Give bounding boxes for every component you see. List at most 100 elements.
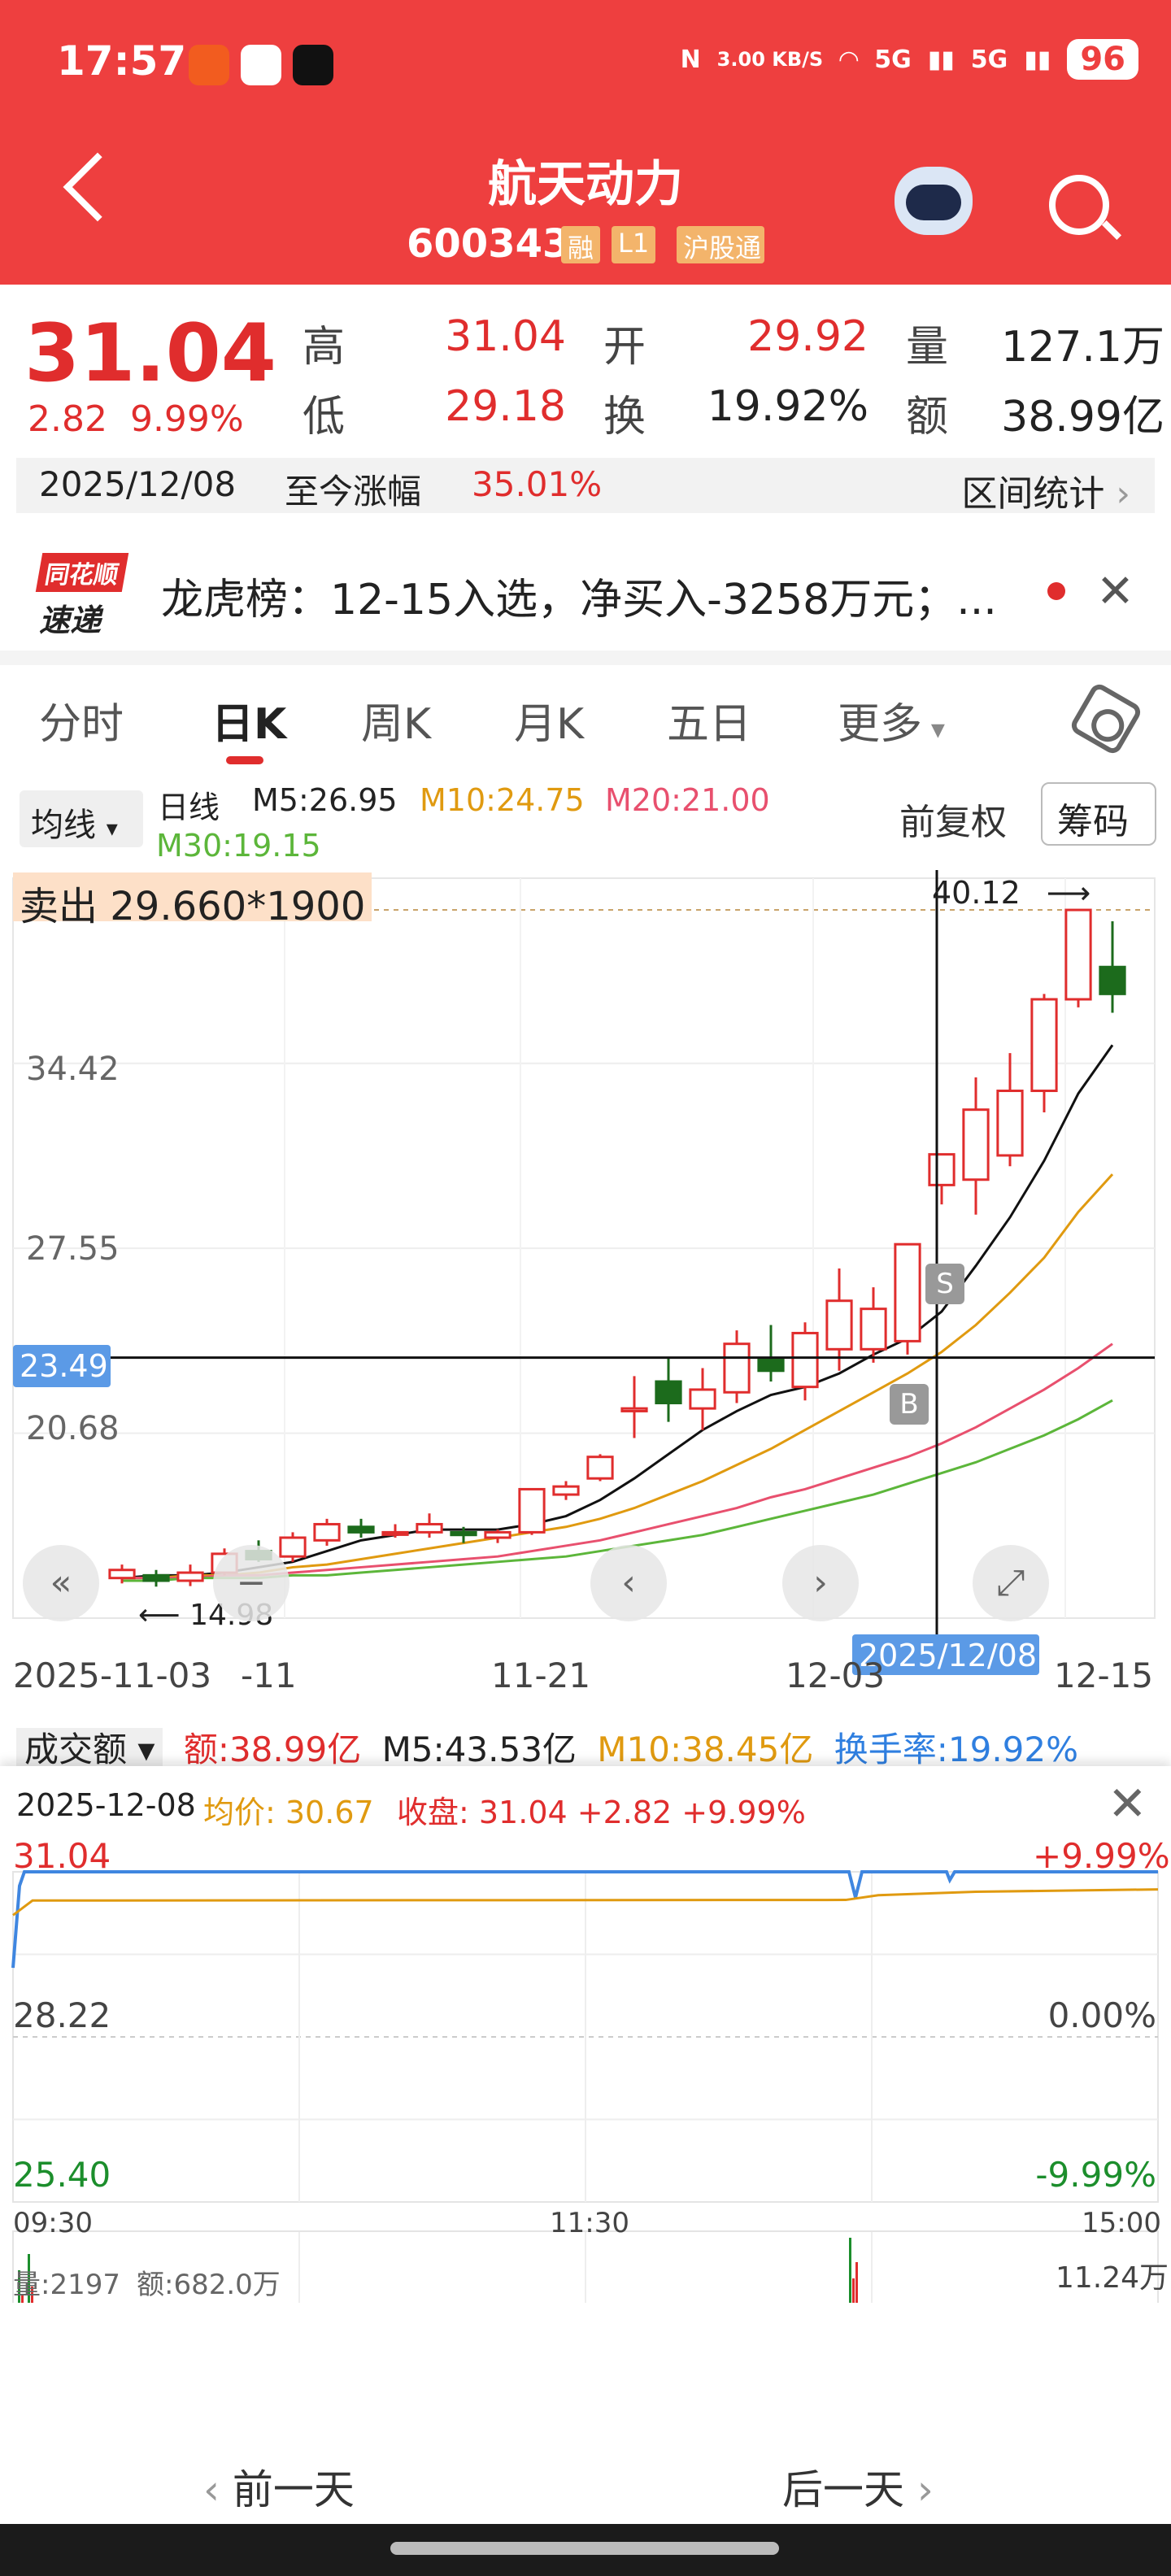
low-value: 29.18	[445, 382, 566, 431]
candle-up	[484, 1530, 511, 1539]
range-start-date: 2025/12/08	[39, 464, 237, 504]
tag-l1: L1	[612, 226, 656, 263]
candle-up	[928, 1153, 956, 1186]
close-icon[interactable]: ✕	[1096, 565, 1134, 618]
candle-down	[1099, 965, 1126, 995]
intraday-panel: 2025-12-08 均价: 30.67 收盘: 31.04 +2.82 +9.…	[0, 1766, 1171, 2576]
intraday-chart[interactable]	[0, 1847, 1171, 2303]
candle-up	[620, 1407, 648, 1412]
x-axis-label: -11	[241, 1656, 297, 1695]
candle-up	[552, 1485, 580, 1496]
change-percent: 9.99%	[129, 398, 244, 440]
search-icon[interactable]	[1049, 175, 1109, 235]
tab-intraday[interactable]: 分时	[39, 700, 124, 749]
previous-day-button[interactable]: ‹ 前一天	[203, 2457, 355, 2516]
x-axis-label: 12-03	[786, 1656, 886, 1695]
kline-chart[interactable]	[0, 870, 1171, 1651]
robot-assistant-icon[interactable]	[895, 167, 973, 235]
scroll-right-button[interactable]: ›	[782, 1545, 859, 1621]
intraday-volume-bar	[852, 2278, 855, 2303]
intraday-volume-bar	[21, 2295, 24, 2303]
range-stats-bar[interactable]: 2025/12/08 至今涨幅 35.01% 区间统计 ›	[16, 458, 1155, 516]
next-day-button[interactable]: 后一天 ›	[782, 2457, 934, 2516]
close-icon[interactable]: ✕	[1108, 1776, 1147, 1831]
wifi-icon: ◠	[839, 45, 859, 74]
fullscreen-icon[interactable]: ⤢	[973, 1545, 1049, 1621]
candle-up	[279, 1536, 307, 1558]
candle-up	[723, 1342, 751, 1394]
range-stats-button[interactable]: 区间统计 ›	[961, 464, 1130, 516]
ma-line-m10	[122, 1173, 1114, 1580]
panel-close-price: 收盘: 31.04 +2.82 +9.99%	[397, 1795, 806, 1830]
volume-indicator-strip: 成交额 ▾ 额:38.99亿 M5:43.53亿 M10:38.45亿 换手率:…	[16, 1722, 1155, 1771]
amount-label: 额	[906, 393, 949, 442]
tab-more[interactable]: 更多 ▾	[838, 690, 945, 751]
intraday-average-line	[12, 1888, 1159, 1917]
period-label: 日线	[158, 790, 220, 825]
candle-up	[1030, 998, 1058, 1093]
previous-day-label: 前一天	[232, 2466, 355, 2513]
intraday-price-line	[11, 1870, 1158, 1969]
candle-up	[416, 1522, 443, 1534]
amount-value: 38.99亿	[1001, 393, 1164, 442]
open-value: 29.92	[747, 312, 868, 361]
sell-marker: S	[925, 1264, 964, 1304]
zoom-slider-button[interactable]: −	[213, 1545, 289, 1621]
chevron-down-icon: ▾	[106, 815, 118, 842]
candle-up	[791, 1331, 819, 1389]
time-label: 15:00	[1082, 2207, 1161, 2239]
tag-connect: 沪股通	[677, 226, 764, 263]
home-indicator[interactable]	[390, 2542, 779, 2555]
intraday-y-high: 31.04	[13, 1836, 111, 1876]
stock-name: 航天动力	[488, 156, 683, 213]
news-headline[interactable]: 龙虎榜：12-15入选，净买入-3258万元；...	[161, 576, 997, 624]
intraday-pct-mid: 0.00%	[1047, 1995, 1156, 2035]
adjust-mode-button[interactable]: 前复权	[899, 802, 1007, 843]
candle-up	[586, 1456, 614, 1480]
chip-button[interactable]: 筹码	[1041, 782, 1156, 846]
intraday-y-mid: 28.22	[13, 1995, 111, 2035]
tab-monthly-k[interactable]: 月K	[514, 700, 585, 749]
volume-turnover: 换手率:19.92%	[834, 1730, 1078, 1769]
next-day-label: 后一天	[782, 2466, 904, 2513]
change-amount: 2.82	[28, 398, 107, 440]
tab-five-day[interactable]: 五日	[667, 700, 752, 749]
scroll-left-button[interactable]: ‹	[590, 1545, 667, 1621]
ma30-value: M30:19.15	[156, 828, 321, 864]
intraday-pct-high: +9.99%	[1033, 1836, 1170, 1876]
intraday-volume-bar	[18, 2270, 20, 2303]
candle-down	[347, 1525, 375, 1534]
news-logo-top: 同花顺	[35, 553, 129, 592]
kline-crosshair	[13, 870, 1155, 1643]
signal-icon: ▮▮	[1024, 45, 1051, 74]
volume-frame	[12, 2230, 1159, 2303]
y-axis-label: 27.55	[26, 1230, 120, 1268]
candle-up	[894, 1242, 921, 1342]
ma-selector[interactable]: 均线 ▾	[20, 790, 143, 847]
candle-up	[689, 1388, 716, 1410]
chevron-right-icon: ›	[904, 2466, 934, 2513]
zoom-out-button[interactable]: «	[23, 1545, 99, 1621]
news-logo: 同花顺 速递	[35, 553, 133, 638]
status-time: 17:57	[57, 37, 187, 85]
range-gain-value: 35.01%	[472, 464, 603, 504]
tab-daily-k[interactable]: 日K	[211, 700, 287, 749]
news-unread-dot	[1047, 582, 1065, 600]
range-stats-label: 区间统计	[961, 473, 1105, 515]
tag-margin: 融	[561, 226, 601, 263]
chevron-right-icon: ›	[1116, 473, 1130, 515]
chevron-left-icon: ‹	[203, 2466, 233, 2513]
candle-up	[860, 1308, 887, 1351]
news-logo-bottom: 速递	[39, 603, 102, 638]
tab-weekly-k[interactable]: 周K	[361, 700, 432, 749]
high-marker-value: 40.12	[932, 875, 1021, 911]
system-nav-bar	[0, 2524, 1171, 2576]
candle-up	[176, 1571, 204, 1582]
settings-icon[interactable]	[1068, 681, 1144, 757]
ma5-value: M5:26.95	[252, 782, 398, 818]
candle-up	[962, 1108, 990, 1181]
volume-indicator-selector[interactable]: 成交额 ▾	[16, 1728, 163, 1771]
notification-tiktok-icon	[293, 45, 333, 85]
tab-more-label: 更多	[838, 700, 923, 749]
chevron-down-icon: ▾	[922, 713, 945, 746]
